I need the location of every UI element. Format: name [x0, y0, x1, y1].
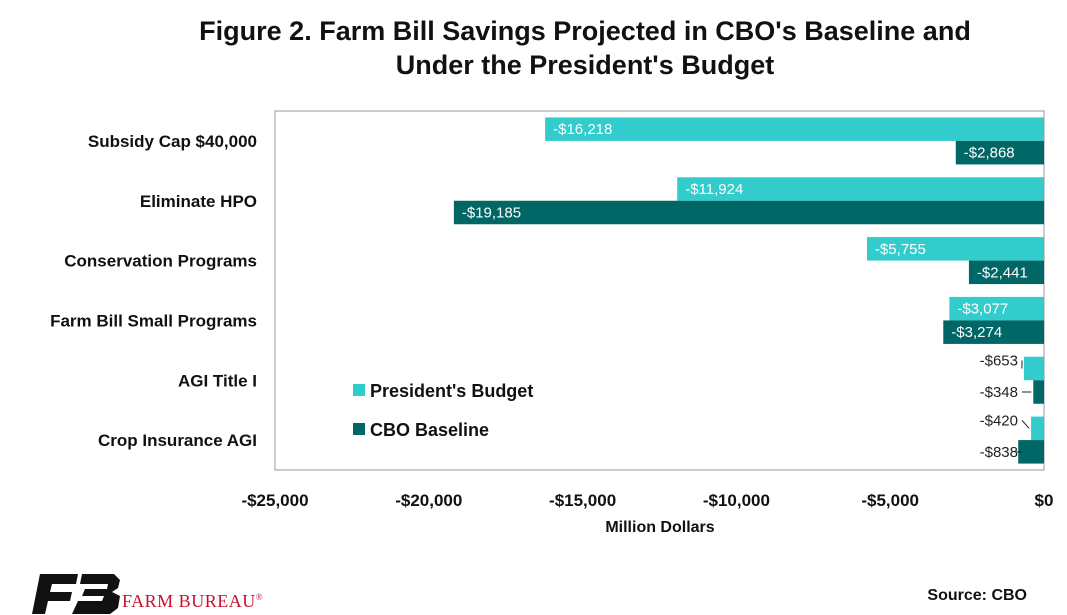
category-label: AGI Title I [178, 371, 257, 390]
bar-cbo-baseline [453, 200, 1044, 225]
data-label-leader-line [1021, 420, 1030, 429]
x-tick-label: -$5,000 [861, 491, 919, 510]
bar-presidents-budget [1031, 416, 1044, 441]
category-label: Eliminate HPO [140, 192, 257, 211]
data-label: -$2,441 [977, 264, 1028, 281]
x-tick-label: $0 [1035, 491, 1054, 510]
data-label: -$3,274 [951, 324, 1002, 341]
x-tick-label: -$25,000 [241, 491, 308, 510]
x-axis-title: Million Dollars [605, 519, 714, 536]
bar-cbo-baseline [1018, 440, 1044, 464]
registered-mark: ® [255, 592, 264, 602]
data-label: -$420 [980, 412, 1018, 429]
data-label: -$19,185 [462, 205, 521, 222]
data-label: -$653 [980, 353, 1018, 370]
data-label: -$2,868 [964, 145, 1015, 162]
plot-area-frame [274, 110, 1045, 471]
data-label: -$5,755 [875, 241, 926, 258]
bar-cbo-baseline [955, 140, 1044, 165]
category-label: Subsidy Cap $40,000 [88, 132, 257, 151]
legend-swatch [353, 423, 365, 435]
source-note: Source: CBO [927, 587, 1027, 604]
bar-presidents-budget [949, 296, 1044, 321]
data-label: -$3,077 [957, 301, 1008, 318]
logo-wordmark: FARM BUREAU® [122, 591, 263, 612]
data-label: -$16,218 [553, 121, 612, 138]
bar-cbo-baseline [943, 320, 1044, 344]
chart-title-line-2: Under the President's Budget [395, 50, 775, 80]
legend-label: President's Budget [370, 381, 533, 401]
bar-presidents-budget [1023, 356, 1044, 381]
logo-text: FARM BUREAU [122, 591, 256, 611]
category-label: Crop Insurance AGI [98, 431, 257, 450]
bar-cbo-baseline [1033, 380, 1044, 404]
category-label: Farm Bill Small Programs [50, 311, 257, 330]
chart-title-line-1: Figure 2. Farm Bill Savings Projected in… [199, 16, 971, 46]
bar-cbo-baseline [968, 260, 1044, 285]
data-label: -$348 [980, 384, 1018, 401]
bar-presidents-budget [677, 177, 1044, 201]
category-label: Conservation Programs [64, 252, 257, 271]
legend-swatch [353, 384, 365, 396]
chart-title: Figure 2. Farm Bill Savings Projected in… [150, 14, 1020, 82]
x-tick-label: -$10,000 [703, 491, 770, 510]
data-label: -$11,924 [685, 181, 743, 198]
x-tick-label: -$15,000 [549, 491, 616, 510]
legend-label: CBO Baseline [370, 420, 489, 440]
bar-presidents-budget [866, 237, 1044, 261]
farm-bureau-logo-icon [32, 574, 120, 614]
data-label: -$838 [980, 444, 1018, 461]
bar-presidents-budget [545, 117, 1044, 141]
x-tick-label: -$20,000 [395, 491, 462, 510]
